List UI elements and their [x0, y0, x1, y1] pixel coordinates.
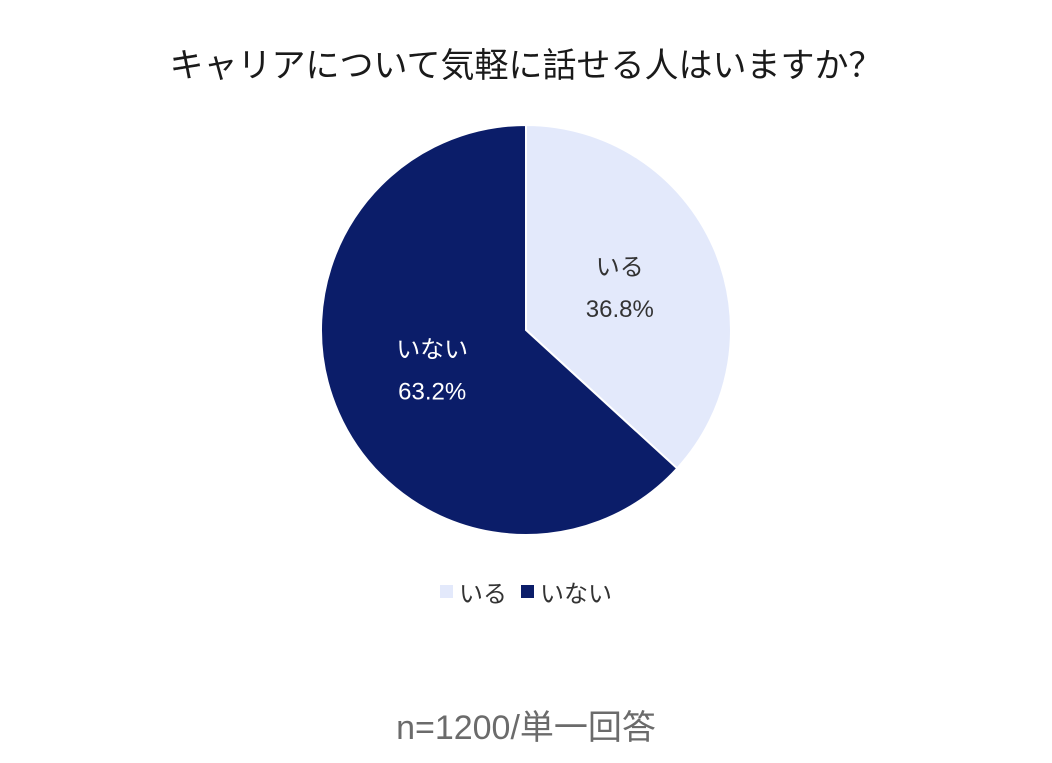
sample-note: n=1200/単一回答 — [396, 709, 656, 747]
legend: いる いない — [0, 574, 1052, 609]
pie-slice-1 — [320, 123, 679, 536]
slice-value-label: 63.2% — [398, 379, 466, 406]
slice-label: いない — [396, 337, 468, 364]
legend-swatch — [521, 585, 534, 598]
legend-item-iru: いる — [440, 574, 507, 609]
chart-title: キャリアについて気軽に話せる人はいますか？ — [169, 47, 883, 85]
legend-label: いる — [459, 581, 507, 608]
legend-swatch — [440, 585, 453, 598]
slice-value-label: 36.8% — [586, 296, 654, 323]
pie-slice-0 — [525, 123, 732, 470]
legend-item-inai: いない — [521, 574, 612, 609]
slice-label: いる — [596, 254, 644, 281]
legend-label: いない — [540, 581, 612, 608]
